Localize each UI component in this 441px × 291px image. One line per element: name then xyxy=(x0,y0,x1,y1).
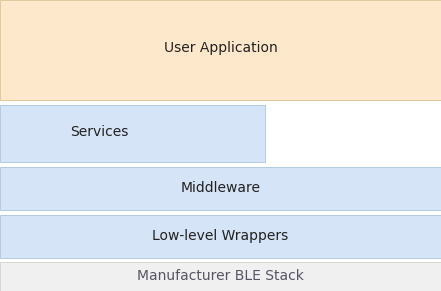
Text: User Application: User Application xyxy=(164,41,277,55)
FancyBboxPatch shape xyxy=(0,105,265,162)
FancyBboxPatch shape xyxy=(0,167,441,210)
Text: Manufacturer BLE Stack: Manufacturer BLE Stack xyxy=(137,269,304,283)
FancyBboxPatch shape xyxy=(0,262,441,291)
Text: Low-level Wrappers: Low-level Wrappers xyxy=(153,229,288,243)
Text: Middleware: Middleware xyxy=(180,181,261,195)
FancyBboxPatch shape xyxy=(0,215,441,258)
FancyBboxPatch shape xyxy=(0,0,441,100)
Text: Services: Services xyxy=(71,125,129,139)
